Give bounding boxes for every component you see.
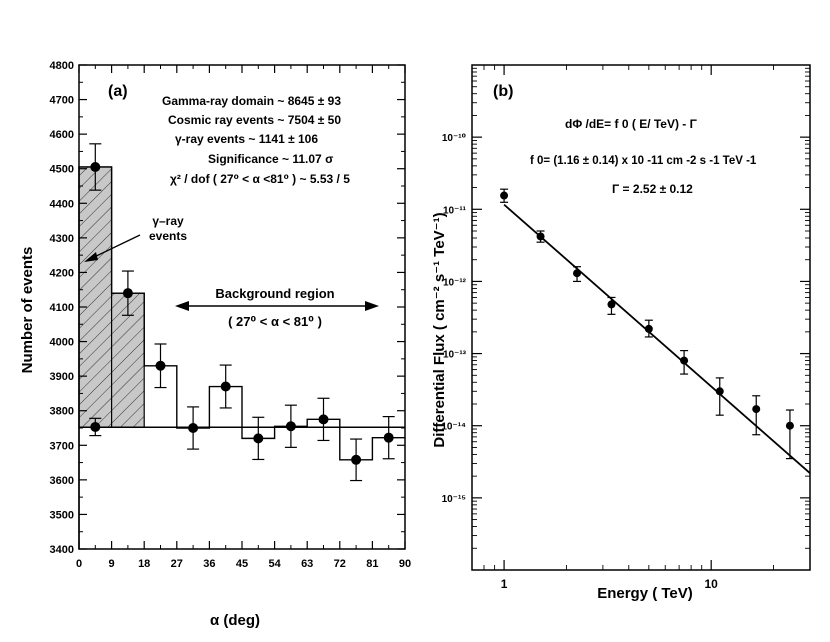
gamma-events-label-line2: events xyxy=(149,229,187,243)
data-point-bin-5 xyxy=(220,381,231,392)
flux-point-6 xyxy=(680,356,689,365)
y-tick-label-1e-11: 10⁻¹¹ xyxy=(443,205,467,216)
y-tick-label-4600: 4600 xyxy=(50,129,74,141)
x-tick-label-18: 18 xyxy=(138,558,150,570)
flux-point-8 xyxy=(752,405,761,414)
y-tick-label-3500: 3500 xyxy=(50,509,74,521)
flux-point-2 xyxy=(536,232,545,241)
y-tick-label-3700: 3700 xyxy=(50,440,74,452)
stat-gamma-ray-events: γ-ray events ~ 1141 ± 106 xyxy=(175,132,318,146)
data-point-bin-4 xyxy=(188,423,199,433)
panel-b-ticks xyxy=(471,65,811,570)
y-tick-label-3800: 3800 xyxy=(50,406,74,418)
data-point-bin-7 xyxy=(285,421,296,432)
y-tick-label-4000: 4000 xyxy=(50,337,74,349)
flux-point-9 xyxy=(785,421,794,430)
y-tick-label-3600: 3600 xyxy=(50,475,74,487)
fit-formula: dΦ /dE= f 0 ( E/ TeV) - Γ xyxy=(565,117,698,131)
panel-a-x-ticks: 0 9 18 27 36 45 54 63 72 81 90 xyxy=(76,65,411,570)
stat-gamma-ray-domain: Gamma-ray domain ~ 8645 ± 93 xyxy=(162,94,341,108)
x-tick-label-54: 54 xyxy=(268,558,281,570)
panel-b-spectrum: 10⁻¹⁰ 10⁻¹¹ 10⁻¹² 10⁻¹³ 10⁻¹⁴ 10⁻¹⁵ 1 10 Energ… xyxy=(431,64,811,602)
x-tick-label-63: 63 xyxy=(301,558,313,570)
panel-b-label: (b) xyxy=(493,83,513,100)
x-tick-label-0: 0 xyxy=(76,558,82,570)
data-point-bin-6 xyxy=(253,433,264,444)
data-point-bin-10 xyxy=(383,432,394,443)
background-arrow-left-head xyxy=(175,301,189,311)
data-point-bin-1 xyxy=(90,161,101,172)
background-data-point xyxy=(90,421,101,432)
fit-spectral-index: Γ = 2.52 ± 0.12 xyxy=(612,182,693,196)
y-tick-label-4100: 4100 xyxy=(50,302,74,314)
x-tick-label-90: 90 xyxy=(399,558,411,570)
y-tick-label-1e-14: 10⁻¹⁴ xyxy=(441,422,466,433)
fit-normalization: f 0= (1.16 ± 0.14) x 10 -11 cm -2 s -1 T… xyxy=(530,155,757,167)
panel-b-frame xyxy=(471,64,811,571)
data-point-bin-9 xyxy=(351,454,362,465)
x-tick-label-72: 72 xyxy=(334,558,346,570)
stat-significance: Significance ~ 11.07 σ xyxy=(208,152,333,166)
histogram-step-line xyxy=(78,166,405,549)
stat-cosmic-ray-events: Cosmic ray events ~ 7504 ± 50 xyxy=(168,113,341,127)
y-tick-label-3400: 3400 xyxy=(50,544,74,556)
panel-b-y-tick-labels: 10⁻¹⁰ 10⁻¹¹ 10⁻¹² 10⁻¹³ 10⁻¹⁴ 10⁻¹⁵ xyxy=(441,133,466,505)
y-tick-label-4300: 4300 xyxy=(50,233,74,245)
panel-a-y-axis-label: Number of events xyxy=(19,247,36,374)
y-tick-label-1e-13: 10⁻¹³ xyxy=(443,350,467,361)
gamma-events-label-line1: γ–ray xyxy=(152,214,184,228)
panel-a-y-ticks: 3400 3500 3600 3700 3800 3900 4000 4100 4200 4300… xyxy=(50,60,405,556)
x-tick-label-1: 1 xyxy=(501,577,508,591)
on-source-histogram xyxy=(78,166,405,549)
panel-a-histogram: 0 9 18 27 36 45 54 63 72 81 90 3400 3500 3600 3700 380… xyxy=(19,60,411,629)
x-tick-label-81: 81 xyxy=(366,558,378,570)
data-point-bin-8 xyxy=(318,414,329,425)
panel-b-x-tick-labels: 1 10 xyxy=(501,577,718,591)
y-tick-label-4500: 4500 xyxy=(50,164,74,176)
flux-point-3 xyxy=(573,269,582,278)
background-range-label: ( 27⁰ < α < 81⁰ ) xyxy=(228,314,322,329)
y-tick-label-3900: 3900 xyxy=(50,371,74,383)
y-tick-label-1e-15: 10⁻¹⁵ xyxy=(442,494,467,505)
x-tick-label-27: 27 xyxy=(171,558,183,570)
data-point-bin-3 xyxy=(155,360,166,371)
y-tick-label-4200: 4200 xyxy=(50,267,74,279)
background-arrow-right-head xyxy=(365,301,379,311)
data-point-bin-2 xyxy=(122,288,133,299)
gamma-excess-bin-1 xyxy=(78,166,113,428)
y-tick-label-4400: 4400 xyxy=(50,198,74,210)
x-tick-label-45: 45 xyxy=(236,558,248,570)
flux-data-points xyxy=(500,188,794,460)
y-tick-label-1e-12: 10⁻¹² xyxy=(443,277,467,288)
flux-point-1 xyxy=(500,191,509,200)
flux-point-7 xyxy=(715,387,724,396)
power-law-fit-line xyxy=(503,203,811,474)
on-source-data-points xyxy=(89,143,395,482)
panel-b-x-axis-label: Energy ( TeV) xyxy=(597,585,693,602)
panel-b-y-axis-label: Differential Flux ( cm⁻² s⁻¹ TeV⁻¹) xyxy=(431,212,448,447)
background-region-label: Background region xyxy=(215,286,334,301)
gamma-events-arrow-head xyxy=(84,252,98,262)
x-tick-label-9: 9 xyxy=(109,558,115,570)
y-tick-label-1e-10: 10⁻¹⁰ xyxy=(442,133,466,144)
panel-a-label: (a) xyxy=(108,83,128,100)
stat-chi-square: χ² / dof ( 27⁰ < α <81⁰ ) ~ 5.53 / 5 xyxy=(170,172,350,186)
flux-point-5 xyxy=(644,324,653,333)
x-tick-label-36: 36 xyxy=(203,558,215,570)
y-tick-label-4800: 4800 xyxy=(50,60,74,72)
panel-a-x-axis-label: α (deg) xyxy=(210,612,260,629)
x-tick-label-10: 10 xyxy=(705,577,719,591)
flux-point-4 xyxy=(607,300,616,309)
y-tick-label-4700: 4700 xyxy=(50,95,74,107)
